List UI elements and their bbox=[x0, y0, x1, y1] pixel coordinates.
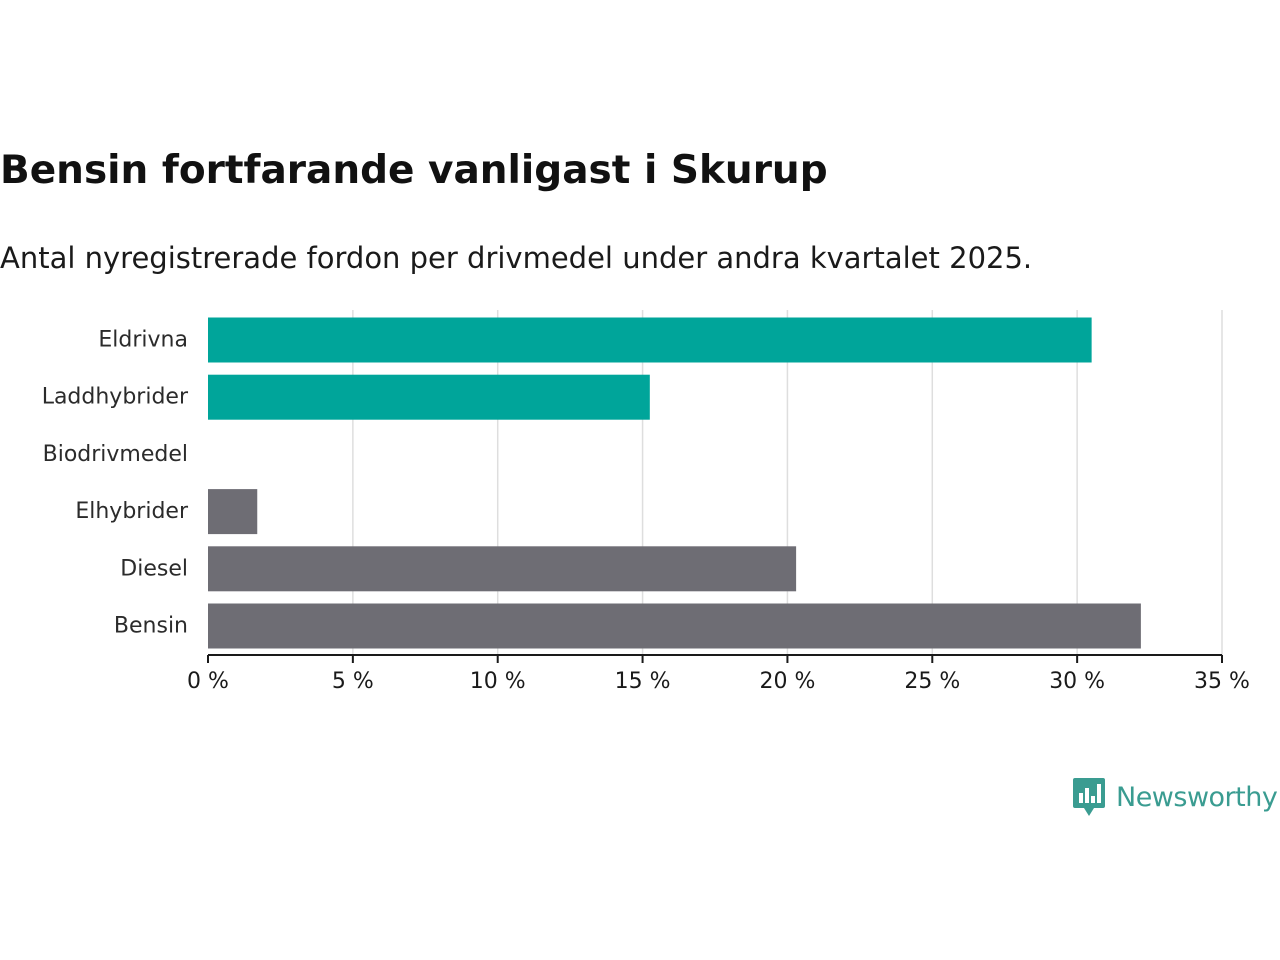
newsworthy-logo-icon bbox=[1073, 778, 1105, 816]
x-axis: 0 % 5 % 10 % 15 % 20 % 25 % 30 % 35 % bbox=[187, 654, 1250, 694]
x-tick-label: 25 % bbox=[904, 669, 960, 694]
category-label: Laddhybrider bbox=[42, 385, 189, 410]
category-label: Elhybrider bbox=[75, 499, 189, 524]
bar-elhybrider bbox=[208, 489, 258, 535]
x-tick-label: 30 % bbox=[1049, 669, 1105, 694]
chart-subtitle: Antal nyregistrerade fordon per drivmede… bbox=[0, 241, 1033, 275]
bar-bensin bbox=[208, 603, 1141, 649]
category-label: Biodrivmedel bbox=[43, 442, 188, 467]
chart-title: Bensin fortfarande vanligast i Skurup bbox=[0, 148, 828, 193]
x-tick-label: 5 % bbox=[332, 669, 374, 694]
newsworthy-logo: Newsworthy bbox=[1072, 776, 1278, 818]
x-tick-label: 35 % bbox=[1194, 669, 1250, 694]
bar-diesel bbox=[208, 546, 797, 592]
x-tick-label: 20 % bbox=[759, 669, 815, 694]
category-label: Diesel bbox=[120, 556, 188, 581]
x-tick-label: 0 % bbox=[187, 669, 229, 694]
bar-laddhybrider bbox=[208, 374, 650, 420]
newsworthy-logo-text: Newsworthy bbox=[1116, 781, 1278, 813]
gridlines bbox=[352, 310, 1223, 655]
category-label: Eldrivna bbox=[98, 328, 188, 353]
bar-chart: Eldrivna Laddhybrider Biodrivmedel Elhybrid… bbox=[42, 310, 1250, 694]
category-labels: Eldrivna Laddhybrider Biodrivmedel Elhybrid… bbox=[42, 328, 189, 639]
bars bbox=[208, 317, 1141, 649]
bar-eldrivna bbox=[208, 317, 1092, 363]
category-label: Bensin bbox=[114, 614, 188, 639]
x-tick-label: 10 % bbox=[470, 669, 526, 694]
x-tick-label: 15 % bbox=[615, 669, 671, 694]
